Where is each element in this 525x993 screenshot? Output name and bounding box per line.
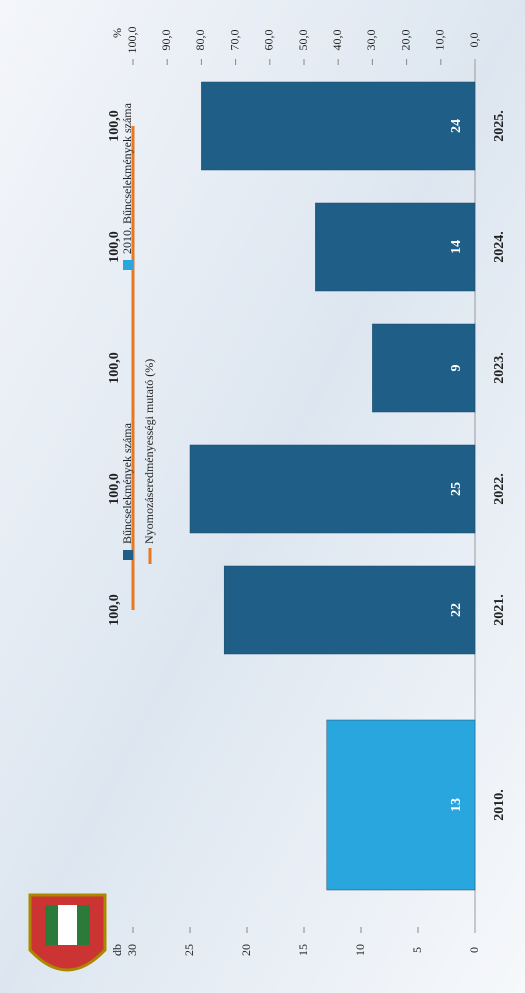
x-tick-label: 2021. bbox=[492, 594, 507, 626]
y-tick-label: 25 bbox=[182, 944, 196, 956]
bar-value-label: 22 bbox=[449, 603, 464, 617]
y2-tick-label: 80,0 bbox=[193, 30, 207, 51]
bar-value-label: 9 bbox=[449, 365, 464, 372]
y-axis-label: db bbox=[110, 944, 124, 956]
legend-swatch bbox=[123, 550, 133, 560]
x-tick-label: 2010. bbox=[492, 789, 507, 821]
bar-value-label: 14 bbox=[449, 240, 464, 254]
y2-tick-label: 60,0 bbox=[262, 30, 276, 51]
y-tick-label: 30 bbox=[125, 944, 139, 956]
line-value-label: 100,0 bbox=[107, 352, 122, 384]
y2-tick-label: 50,0 bbox=[296, 30, 310, 51]
y-tick-label: 0 bbox=[467, 947, 481, 953]
legend-label: Nyomozáseredményességi mutató (%) bbox=[142, 359, 156, 544]
bar bbox=[315, 202, 476, 292]
line-value-label: 100,0 bbox=[107, 231, 122, 263]
y-tick-label: 10 bbox=[353, 944, 367, 956]
y2-tick-label: 10,0 bbox=[433, 30, 447, 51]
y-tick-label: 15 bbox=[296, 944, 310, 956]
bar bbox=[326, 719, 476, 891]
legend-label: 2010. Bűncselekmények száma bbox=[120, 102, 134, 254]
y2-axis-label: % bbox=[110, 28, 124, 38]
y2-tick-label: 70,0 bbox=[227, 30, 241, 51]
x-tick-label: 2024. bbox=[492, 231, 507, 263]
y-tick-label: 5 bbox=[410, 947, 424, 953]
line-value-label: 100,0 bbox=[107, 473, 122, 505]
bar bbox=[372, 323, 476, 413]
bar-value-label: 25 bbox=[449, 482, 464, 496]
x-tick-label: 2025. bbox=[492, 110, 507, 142]
y2-tick-label: 90,0 bbox=[159, 30, 173, 51]
y2-tick-label: 100,0 bbox=[125, 27, 139, 54]
bar-value-label: 13 bbox=[449, 798, 464, 812]
y2-tick-label: 20,0 bbox=[398, 30, 412, 51]
y2-tick-label: 30,0 bbox=[364, 30, 378, 51]
bar bbox=[223, 565, 476, 655]
y2-tick-label: 40,0 bbox=[330, 30, 344, 51]
bar-value-label: 24 bbox=[449, 119, 464, 133]
line-value-label: 100,0 bbox=[107, 110, 122, 142]
x-tick-label: 2023. bbox=[492, 352, 507, 384]
bar bbox=[201, 81, 476, 171]
logo bbox=[28, 893, 107, 972]
bar bbox=[189, 444, 476, 534]
legend-swatch bbox=[123, 260, 133, 270]
y2-tick-label: 0,0 bbox=[467, 33, 481, 48]
line-value-label: 100,0 bbox=[107, 594, 122, 626]
plot: db% 0 5 10 15 20 25 30 0,0 10,0 20,0 30,0 40,0 50,0 60… bbox=[107, 27, 507, 957]
legend-label: Bűncselekmények száma bbox=[120, 422, 134, 544]
x-tick-label: 2022. bbox=[492, 473, 507, 505]
y-tick-label: 20 bbox=[239, 944, 253, 956]
